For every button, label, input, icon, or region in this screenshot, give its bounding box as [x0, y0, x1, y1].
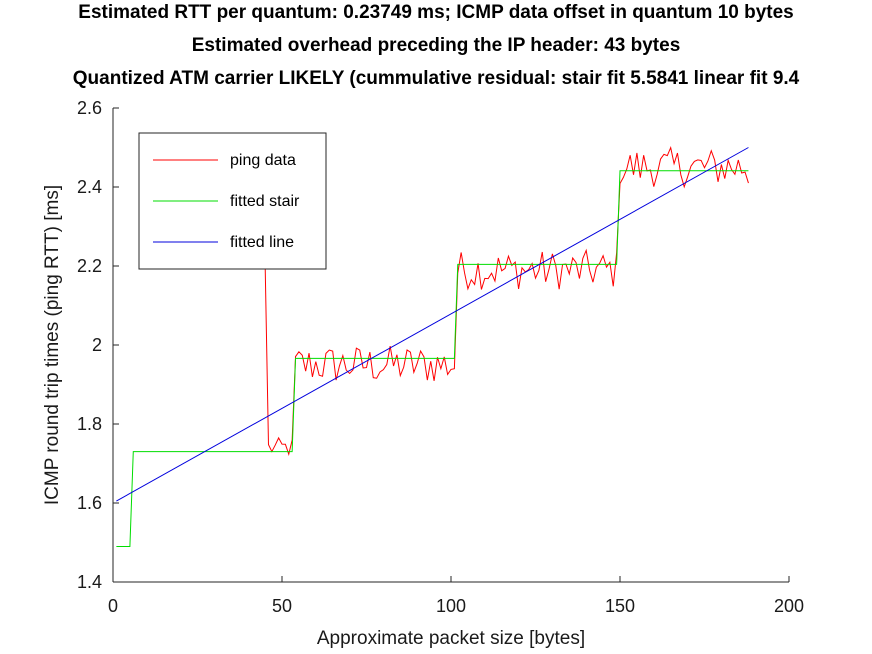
series-fitted-line: [116, 147, 749, 502]
series-fitted-stair: [116, 170, 749, 547]
y-tick-label: 2: [92, 335, 102, 355]
series-layer: [116, 145, 749, 547]
x-tick-label: 200: [774, 596, 804, 616]
x-tick-label: 0: [108, 596, 118, 616]
y-tick-label: 1.6: [77, 493, 102, 513]
legend-label: fitted line: [230, 234, 294, 251]
y-tick-label: 2.4: [77, 177, 102, 197]
y-axis-label: ICMP round trip times (ping RTT) [ms]: [42, 185, 63, 505]
title-line-3: Quantized ATM carrier LIKELY (cummulativ…: [73, 68, 800, 89]
title-line-2: Estimated overhead preceding the IP head…: [192, 35, 681, 56]
legend-label: fitted stair: [230, 193, 300, 210]
y-tick-label: 2.2: [77, 256, 102, 276]
legend: ping data fitted stair fitted line: [138, 132, 327, 270]
title-line-1: Estimated RTT per quantum: 0.23749 ms; I…: [78, 2, 793, 23]
y-ticks: 1.4 1.6 1.8 2 2.2 2.4 2.6: [77, 98, 119, 592]
x-axis-label: Approximate packet size [bytes]: [317, 628, 585, 649]
legend-label: ping data: [230, 152, 296, 169]
y-tick-label: 1.4: [77, 572, 102, 592]
x-tick-label: 50: [272, 596, 292, 616]
series-ping-data: [264, 145, 749, 456]
chart-title: Estimated RTT per quantum: 0.23749 ms; I…: [73, 2, 800, 89]
x-tick-label: 100: [436, 596, 466, 616]
y-tick-label: 2.6: [77, 98, 102, 118]
x-ticks: 0 50 100 150 200: [108, 576, 804, 616]
x-tick-label: 150: [605, 596, 635, 616]
y-tick-label: 1.8: [77, 414, 102, 434]
